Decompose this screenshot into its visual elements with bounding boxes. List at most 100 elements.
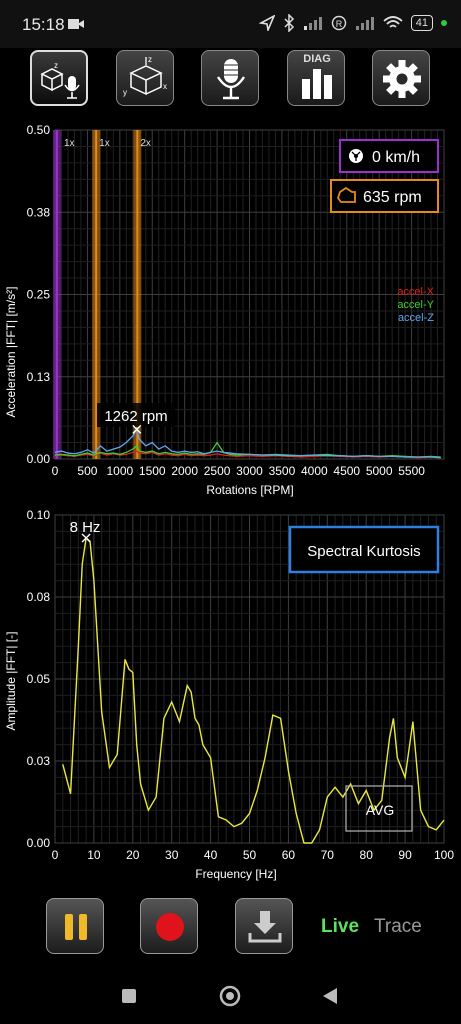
freq-x-tick: 70 <box>321 848 335 862</box>
privacy-dot-icon <box>441 20 447 26</box>
diag-label: DIAG <box>303 53 331 65</box>
freq-x-tick: 30 <box>165 848 179 862</box>
peak-frequency-label: 8 Hz <box>70 519 101 536</box>
speedometer-icon <box>349 149 363 163</box>
rpm-y-tick: 0.38 <box>27 205 51 219</box>
bottom-controls: Live Trace <box>0 890 461 960</box>
freq-x-axis-label: Frequency [Hz] <box>195 867 276 881</box>
peak-marker: 1262 rpm <box>97 403 175 434</box>
toolbar: z z x y DIAG <box>0 48 461 110</box>
diag-mode-button[interactable]: DIAG <box>287 50 345 106</box>
rpm-x-tick: 5000 <box>366 464 393 478</box>
rpm-x-tick: 0 <box>52 464 59 478</box>
live-mode-tab[interactable]: Live <box>321 916 360 937</box>
rpm-y-tick: 0.25 <box>27 288 51 302</box>
rpm-x-tick: 3000 <box>236 464 263 478</box>
status-bar: 15:18 R 41 <box>0 0 461 48</box>
back-icon[interactable] <box>321 986 339 1006</box>
freq-y-axis-label: Amplitude |FFT| [-] <box>4 632 18 731</box>
speed-box: 0 km/h <box>339 139 439 173</box>
order-label: 1x <box>99 138 110 149</box>
diag-icon <box>302 69 332 99</box>
rpm-value: 635 rpm <box>363 189 422 206</box>
avg-toggle[interactable]: AVG <box>345 785 413 832</box>
svg-text:R: R <box>336 19 343 29</box>
engine-icon <box>336 186 356 203</box>
freq-x-tick: 100 <box>434 848 454 862</box>
freq-y-tick: 0.08 <box>27 590 51 604</box>
wifi-icon <box>383 16 403 28</box>
status-time: 15:18 <box>22 15 65 34</box>
spectral-kurtosis-label: Spectral Kurtosis <box>307 543 420 560</box>
svg-text:z: z <box>54 61 58 70</box>
legend-accel-z: accel-Z <box>398 312 434 324</box>
registered-icon: R <box>331 15 346 31</box>
svg-text:y: y <box>123 88 127 97</box>
peak-rpm-label: 1262 rpm <box>104 408 167 425</box>
freq-x-tick: 0 <box>52 848 59 862</box>
rpm-y-axis-label: Acceleration |FFT| [m/s²] <box>4 287 18 418</box>
rpm-x-tick: 2000 <box>171 464 198 478</box>
freq-x-tick: 60 <box>282 848 296 862</box>
location-icon <box>258 15 275 31</box>
microphone-icon <box>216 59 246 100</box>
rpm-chart-plot: 1x 1x 2x 0.50 0.38 0.25 0.13 0.00 0 500 1000 1500… <box>4 123 445 497</box>
svg-text:x: x <box>163 82 167 91</box>
spectral-kurtosis-button[interactable]: Spectral Kurtosis <box>288 525 440 574</box>
bluetooth-icon <box>284 14 294 32</box>
freq-y-tick: 0.10 <box>27 508 51 522</box>
rpm-series-line <box>54 450 441 459</box>
pause-icon <box>65 914 87 940</box>
rpm-y-tick: 0.13 <box>27 370 51 384</box>
gear-icon <box>383 60 421 98</box>
freq-x-tick: 90 <box>398 848 412 862</box>
legend-accel-x: accel-X <box>397 286 434 298</box>
freq-x-tick: 20 <box>126 848 140 862</box>
record-button[interactable] <box>140 898 198 954</box>
microphone-mode-button[interactable] <box>201 50 259 106</box>
rpm-x-tick: 4500 <box>333 464 360 478</box>
rpm-box: 635 rpm <box>330 179 439 213</box>
rpm-x-tick: 5500 <box>398 464 425 478</box>
rpm-y-tick: 0.50 <box>27 123 51 137</box>
rpm-x-axis-label: Rotations [RPM] <box>206 483 293 497</box>
rpm-x-tick: 500 <box>77 464 97 478</box>
accel-xyz-mode-button[interactable]: z x y <box>116 50 174 106</box>
signal-icon <box>303 17 322 30</box>
rpm-y-tick: 0.00 <box>27 452 51 466</box>
rpm-x-tick: 1000 <box>106 464 133 478</box>
freq-x-tick: 40 <box>204 848 218 862</box>
freq-y-tick: 0.00 <box>27 836 51 850</box>
download-icon <box>248 911 282 943</box>
rpm-x-tick: 4000 <box>301 464 328 478</box>
pause-button[interactable] <box>46 898 104 954</box>
freq-y-tick: 0.03 <box>27 754 51 768</box>
video-record-icon <box>68 19 84 29</box>
frequency-chart-plot: 0.10 0.08 0.05 0.03 0.00 0 10 20 30 40 50 60 70 80 90… <box>4 508 454 881</box>
accel-mic-icon: z <box>40 61 80 99</box>
svg-text:z: z <box>148 55 152 64</box>
freq-x-tick: 50 <box>243 848 257 862</box>
status-icons: R 41 <box>258 14 447 32</box>
rpm-x-tick: 3500 <box>269 464 296 478</box>
rpm-x-tick: 1500 <box>139 464 166 478</box>
freq-series-line <box>62 536 445 844</box>
accel-mic-mode-button[interactable]: z <box>30 50 88 106</box>
battery-icon: 41 <box>410 15 433 31</box>
home-icon[interactable] <box>218 984 242 1008</box>
rpm-x-tick: 2500 <box>204 464 231 478</box>
system-navigation-bar <box>0 966 461 1024</box>
freq-x-tick: 10 <box>87 848 101 862</box>
trace-mode-tab[interactable]: Trace <box>374 916 422 937</box>
order-label: 1x <box>64 138 75 149</box>
legend-accel-y: accel-Y <box>397 299 434 311</box>
speed-value: 0 km/h <box>372 149 420 166</box>
settings-button[interactable] <box>372 50 430 106</box>
avg-label: AVG <box>366 802 395 818</box>
rpm-series-line <box>54 427 441 459</box>
freq-y-tick: 0.05 <box>27 672 51 686</box>
freq-x-tick: 80 <box>360 848 374 862</box>
record-icon <box>156 913 184 941</box>
recents-icon[interactable] <box>121 988 137 1004</box>
download-button[interactable] <box>235 898 293 954</box>
